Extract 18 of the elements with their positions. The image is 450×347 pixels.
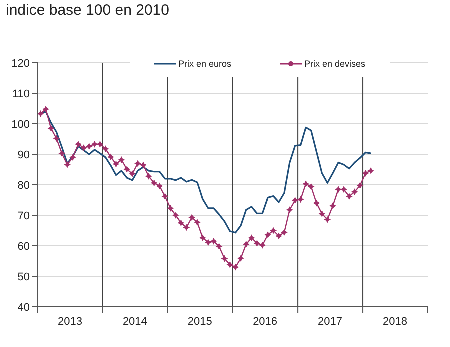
y-tick-label: 90 — [18, 149, 30, 162]
x-tick-label: 2017 — [318, 316, 343, 328]
x-tick-label: 2016 — [253, 316, 278, 328]
y-tick-label: 50 — [18, 271, 30, 284]
y-tick-label: 40 — [18, 302, 30, 314]
x-tick-label: 2018 — [383, 316, 408, 328]
y-tick-label: 110 — [12, 88, 30, 100]
chart-title: indice base 100 en 2010 — [6, 2, 170, 19]
y-tick-label: 70 — [18, 210, 30, 222]
x-tick-label: 2013 — [58, 316, 82, 328]
y-tick-label: 120 — [12, 58, 30, 70]
legend-label: Prix en devises — [303, 59, 366, 69]
x-tick-label: 2015 — [188, 316, 212, 328]
y-tick-label: 80 — [18, 180, 30, 192]
y-tick-label: 100 — [12, 118, 30, 131]
x-tick-label: 2014 — [122, 316, 148, 328]
y-tick-label: 60 — [18, 240, 30, 253]
legend-label: Prix en euros — [177, 59, 232, 69]
